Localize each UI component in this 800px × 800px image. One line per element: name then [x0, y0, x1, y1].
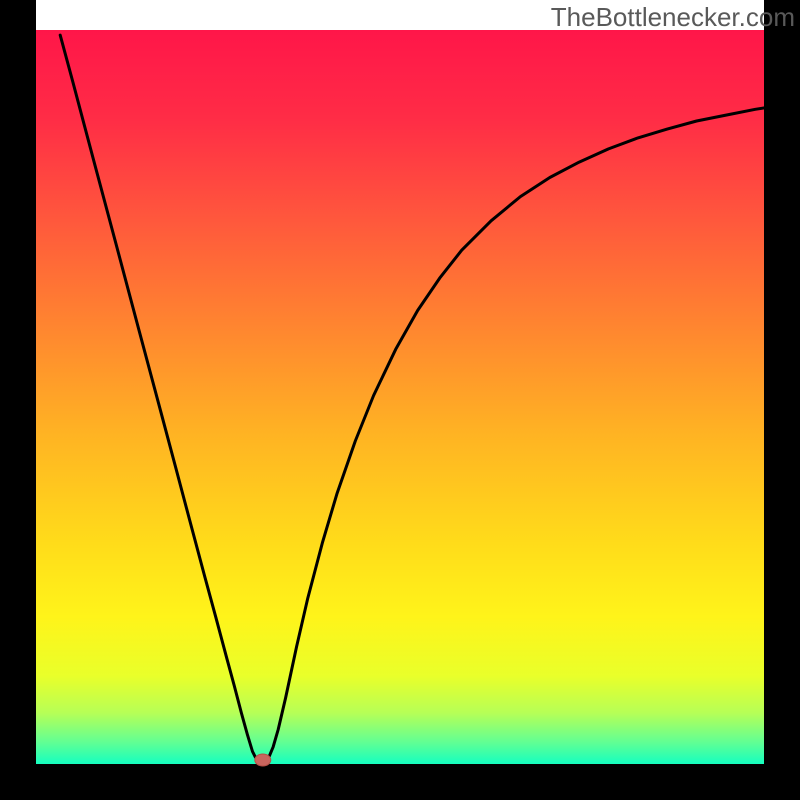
optimal-point-marker [255, 754, 271, 766]
attribution-text: TheBottlenecker.com [551, 2, 795, 32]
chart-background [36, 30, 770, 764]
bottleneck-chart: TheBottlenecker.com [0, 0, 800, 800]
